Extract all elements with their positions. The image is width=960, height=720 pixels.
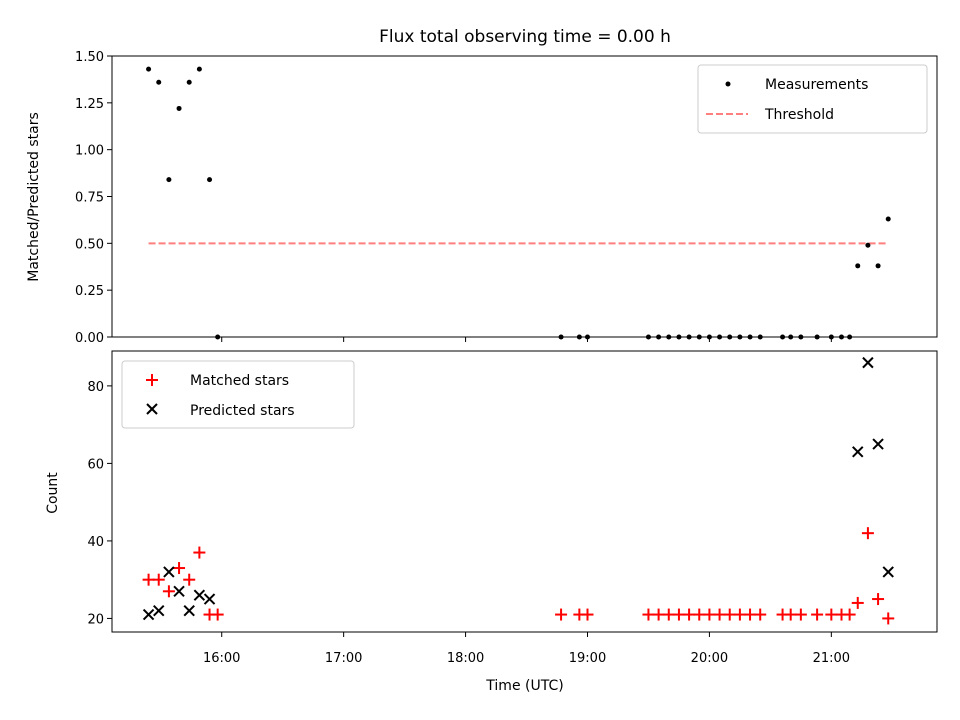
measurement-point (207, 177, 213, 183)
matched-star-point (652, 608, 665, 621)
matched-star-point (744, 608, 757, 621)
measurements-legend-label: Measurements (765, 77, 868, 93)
measurement-point (196, 66, 202, 72)
measurement-point (166, 177, 172, 183)
measurement-point (176, 105, 182, 111)
matched-star-point (581, 608, 594, 621)
matched-star-point (723, 608, 736, 621)
measurement-point (855, 263, 861, 269)
matched-star-point (861, 527, 874, 540)
bottom-x-axis: 16:00 17:00 18:00 19:00 20:00 21:00 (203, 632, 850, 666)
measurement-point (146, 66, 152, 72)
top-legend: Measurements Threshold (697, 64, 928, 134)
matched-stars-legend-marker (146, 374, 158, 386)
top-y-tick-label: 1.00 (75, 144, 104, 159)
matched-star-point (183, 573, 196, 586)
matched-star-point (683, 608, 696, 621)
predicted-stars-legend-label: Predicted stars (190, 403, 295, 419)
matched-star-point (811, 608, 824, 621)
top-y-tick-label: 0.00 (75, 331, 104, 346)
bottom-x-tick-label: 19:00 (569, 651, 606, 666)
measurements-legend-marker (725, 81, 731, 87)
predicted-star-point (872, 438, 884, 450)
matched-star-point (754, 608, 767, 621)
top-y-tick-label: 0.75 (75, 191, 104, 206)
matched-star-point (825, 608, 838, 621)
matched-star-point (794, 608, 807, 621)
matched-stars-legend-label: Matched stars (190, 373, 289, 389)
bottom-y-tick-label: 80 (87, 380, 104, 395)
matched-star-point (851, 596, 864, 609)
top-y-tick-label: 1.50 (75, 50, 104, 65)
bottom-x-tick-label: 17:00 (325, 651, 362, 666)
top-y-axis: 0.00 0.25 0.50 0.75 1.00 1.25 1.50 (75, 50, 112, 346)
predicted-star-point (183, 604, 195, 617)
predicted-star-point (142, 608, 155, 621)
threshold-legend-label: Threshold (764, 107, 834, 123)
matched-star-point (555, 608, 568, 621)
matched-star-point (173, 562, 186, 575)
predicted-star-point (882, 566, 894, 578)
matched-star-point (162, 585, 175, 598)
measurement-point (156, 79, 162, 85)
top-y-tick-label: 1.25 (75, 97, 104, 112)
top-chart-title: Flux total observing time = 0.00 h (379, 27, 671, 47)
bottom-x-tick-label: 16:00 (203, 651, 240, 666)
predicted-star-point (862, 356, 874, 369)
bottom-x-axis-label: Time (UTC) (485, 678, 563, 694)
measurement-point (885, 216, 891, 222)
predicted-star-point (193, 589, 206, 601)
matched-star-point (733, 608, 746, 621)
top-y-tick-label: 0.50 (75, 237, 104, 252)
matched-star-point (784, 608, 797, 621)
top-legend-box (697, 64, 928, 134)
bottom-x-tick-label: 18:00 (447, 651, 484, 666)
matched-star-point (872, 593, 885, 606)
bottom-x-tick-label: 21:00 (813, 651, 850, 666)
top-y-axis-label: Matched/Predicted stars (26, 112, 42, 282)
matched-star-point (193, 546, 206, 559)
top-x-ticks (221, 337, 832, 342)
matched-star-point (693, 608, 706, 621)
matched-star-point (211, 608, 224, 621)
measurement-point (865, 242, 871, 248)
matched-star-point (713, 608, 726, 621)
bottom-y-tick-label: 40 (87, 535, 104, 550)
matched-star-point (152, 573, 165, 586)
matched-star-point (142, 573, 155, 586)
bottom-y-axis-label: Count (45, 472, 61, 514)
predicted-star-point (203, 593, 216, 605)
predicted-star-point (852, 446, 864, 458)
bottom-y-axis: 20 40 60 80 (87, 380, 112, 627)
measurement-point (186, 79, 192, 85)
matched-star-point (642, 608, 655, 621)
matched-star-point (703, 608, 716, 621)
predicted-stars-legend-marker (146, 403, 158, 415)
matched-star-point (882, 612, 895, 625)
predicted-star-point (153, 604, 165, 617)
matched-star-point (672, 608, 685, 621)
bottom-y-tick-label: 60 (87, 457, 104, 472)
bottom-y-tick-label: 20 (87, 612, 104, 627)
bottom-x-tick-label: 20:00 (691, 651, 728, 666)
predicted-star-point (173, 585, 185, 598)
bottom-axes-frame (111, 350, 938, 633)
bottom-plot-area (142, 356, 895, 625)
bottom-legend-box (121, 360, 355, 429)
matched-star-point (662, 608, 675, 621)
measurement-point (875, 263, 881, 269)
top-y-tick-label: 0.25 (75, 284, 104, 299)
predicted-star-point (163, 566, 175, 578)
bottom-legend: Matched stars Predicted stars (121, 360, 355, 429)
matched-star-point (843, 608, 856, 621)
